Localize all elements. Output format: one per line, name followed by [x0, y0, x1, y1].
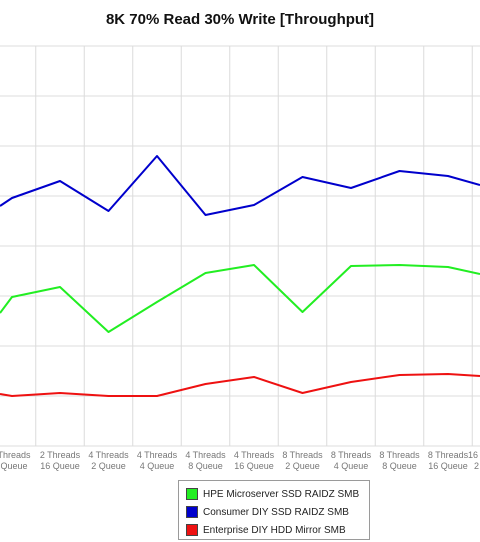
- x-tick-label: 8 Threads 8 Queue: [379, 450, 420, 471]
- series-line: [0, 373, 480, 397]
- legend-label: Consumer DIY SSD RAIDZ SMB: [203, 506, 349, 518]
- legend-swatch: [186, 506, 198, 518]
- x-tick-label: 4 Threads 8 Queue: [185, 450, 226, 471]
- legend-item: Consumer DIY SSD RAIDZ SMB: [186, 503, 369, 521]
- x-tick-label: 8 Threads 16 Queue: [428, 450, 469, 471]
- series-line: [0, 264, 480, 333]
- series-line: [0, 155, 480, 216]
- x-tick-label-partial-right: 16 2: [468, 450, 479, 471]
- legend-item: HPE Microserver SSD RAIDZ SMB: [186, 485, 369, 503]
- x-tick-label-partial-left: Threads Queue: [0, 450, 31, 471]
- legend: HPE Microserver SSD RAIDZ SMB Consumer DI…: [178, 480, 370, 540]
- legend-item: Enterprise DIY HDD Mirror SMB: [186, 521, 369, 539]
- legend-swatch: [186, 488, 198, 500]
- x-tick-label: 8 Threads 4 Queue: [331, 450, 372, 471]
- x-tick-label: 8 Threads 2 Queue: [282, 450, 323, 471]
- x-tick-label: 4 Threads 16 Queue: [234, 450, 275, 471]
- x-tick-label: 2 Threads 16 Queue: [40, 450, 81, 471]
- x-tick-label: 4 Threads 4 Queue: [137, 450, 178, 471]
- legend-label: HPE Microserver SSD RAIDZ SMB: [203, 488, 360, 500]
- legend-label: Enterprise DIY HDD Mirror SMB: [203, 524, 346, 536]
- x-tick-label: 4 Threads 2 Queue: [88, 450, 129, 471]
- chart-title: 8K 70% Read 30% Write [Throughput]: [105, 11, 375, 28]
- legend-swatch: [186, 524, 198, 536]
